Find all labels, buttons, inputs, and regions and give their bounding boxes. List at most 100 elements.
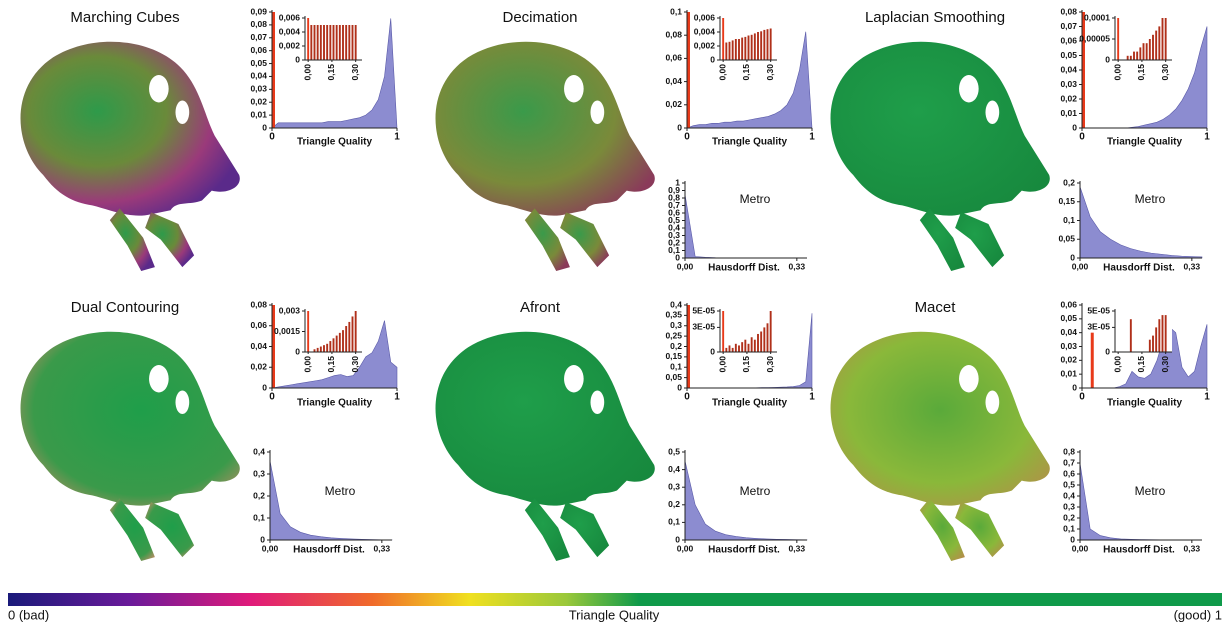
inset-bar (345, 25, 348, 60)
metro-y-tick-label: 0,2 (668, 499, 680, 509)
panel-title: Laplacian Smoothing (865, 9, 1005, 26)
inset-x-tick-label: 0,15 (1136, 64, 1146, 81)
metro-y-tick-label: 0,05 (1058, 234, 1075, 244)
metro-x-tick-label: 0,33 (789, 261, 806, 271)
inset-bar (763, 327, 766, 352)
inset-y-tick-label: 3E-05 (692, 322, 715, 332)
inset-bar (753, 339, 756, 352)
skull-render (20, 331, 240, 562)
inset-bar (763, 29, 766, 60)
inset-x-tick-label: 0,15 (326, 64, 336, 81)
inset-bar (323, 25, 325, 60)
quality-x-label: Triangle Quality (297, 137, 372, 148)
inset-x-tick-label: 0,00 (717, 356, 727, 373)
metro-y-tick-label: 0,8 (1063, 446, 1075, 456)
inset-bar (760, 31, 763, 60)
colorbar-left-label: 0 (bad) (8, 607, 49, 622)
skull-render (435, 331, 655, 562)
quality-y-tick-label: 0,05 (1060, 50, 1077, 60)
inset-bar (1155, 327, 1158, 352)
inset-bar (348, 25, 351, 60)
metro-y-tick-label: 0,4 (668, 464, 680, 474)
quality-y-tick-label: 0,04 (1060, 327, 1077, 337)
quality-y-tick-label: 0,08 (250, 19, 267, 29)
inset-x-tick-label: 0,00 (1112, 356, 1122, 373)
inset-bar (757, 32, 759, 60)
inset-y-tick-label: 0,004 (279, 26, 301, 36)
metro-x-tick-label: 0,00 (677, 261, 694, 271)
metro-x-tick-label: 0,33 (1184, 261, 1201, 271)
quality-y-tick-label: 0 (262, 382, 267, 392)
quality-y-tick-label: 0,04 (250, 341, 267, 351)
metro-bg (685, 183, 807, 258)
inset-bar (351, 316, 354, 352)
inset-bar (1126, 55, 1129, 60)
inset-x-tick-label: 0,30 (350, 356, 360, 373)
colorbar-title: Triangle Quality (569, 607, 660, 622)
inset-bar (354, 311, 357, 352)
quality-x-tick-label: 0 (684, 392, 690, 403)
metro-y-tick-label: 0,15 (1058, 196, 1075, 206)
quality-y-tick-label: 0,01 (250, 109, 267, 119)
quality-x-label: Triangle Quality (297, 398, 372, 409)
quality-y-tick-label: 0,01 (1060, 368, 1077, 378)
metro-y-tick-label: 0,2 (668, 237, 680, 247)
inset-bar (734, 343, 737, 352)
metro-y-tick-label: 0,4 (668, 222, 680, 232)
inset-y-tick-label: 0,002 (694, 40, 716, 50)
inset-y-tick-label: 5E-05 (692, 305, 715, 315)
quality-y-tick-label: 0,09 (250, 6, 267, 16)
quality-degenerate-bar (1082, 12, 1085, 128)
quality-x-tick-label: 0 (1079, 392, 1085, 403)
inset-bar (342, 330, 344, 352)
inset-bar (1148, 39, 1151, 60)
inset-bar (1129, 319, 1132, 352)
metro-y-tick-label: 0,2 (1063, 177, 1075, 187)
metro-y-tick-label: 0,6 (1063, 468, 1075, 478)
quality-x-tick-label: 1 (1204, 392, 1210, 403)
inset-y-tick-label: 0,0015 (274, 326, 300, 336)
quality-x-label: Triangle Quality (1107, 398, 1182, 409)
metro-y-tick-label: 0 (675, 252, 680, 262)
inset-bar (323, 345, 325, 352)
metro-title: Metro (740, 484, 771, 498)
inset-bar (753, 33, 756, 60)
metro-y-tick-label: 0,2 (1063, 512, 1075, 522)
metro-y-tick-label: 0,7 (668, 200, 680, 210)
quality-x-label: Triangle Quality (1107, 137, 1182, 148)
inset-x-tick-label: 0,15 (741, 356, 751, 373)
skull-render (435, 41, 655, 272)
inset-bar (1148, 339, 1151, 352)
metro-y-tick-label: 0,1 (668, 517, 680, 527)
inset-bar (725, 347, 728, 352)
metro-title: Metro (740, 192, 771, 206)
inset-bar (744, 36, 747, 60)
quality-y-tick-label: 0,06 (665, 53, 682, 63)
skull-render (830, 41, 1050, 272)
metro-x-label: Hausdorff Dist. (293, 545, 365, 556)
metro-y-tick-label: 0,9 (668, 185, 680, 195)
metro-y-tick-label: 0,8 (668, 192, 680, 202)
inset-bar (313, 25, 316, 60)
panel-title: Dual Contouring (71, 299, 179, 316)
metro-title: Metro (325, 484, 356, 498)
metro-y-tick-label: 0 (675, 534, 680, 544)
inset-bar (766, 29, 769, 60)
quality-degenerate-bar (687, 12, 690, 128)
quality-y-tick-label: 0,05 (665, 372, 682, 382)
inset-bar (757, 333, 759, 352)
inset-x-tick-label: 0,00 (717, 64, 727, 81)
inset-bar (722, 311, 725, 352)
metro-y-tick-label: 0,3 (1063, 501, 1075, 511)
inset-y-tick-label: 0 (1105, 54, 1110, 64)
inset-y-tick-label: 0,0001 (1084, 12, 1110, 22)
inset-x-tick-label: 0,30 (350, 64, 360, 81)
quality-y-tick-label: 0,06 (250, 320, 267, 330)
quality-y-tick-label: 0 (677, 122, 682, 132)
metro-y-tick-label: 0,3 (668, 230, 680, 240)
skull-render (830, 331, 1050, 562)
inset-bar (747, 343, 750, 352)
inset-bar (348, 321, 351, 352)
inset-bar (1155, 30, 1158, 60)
